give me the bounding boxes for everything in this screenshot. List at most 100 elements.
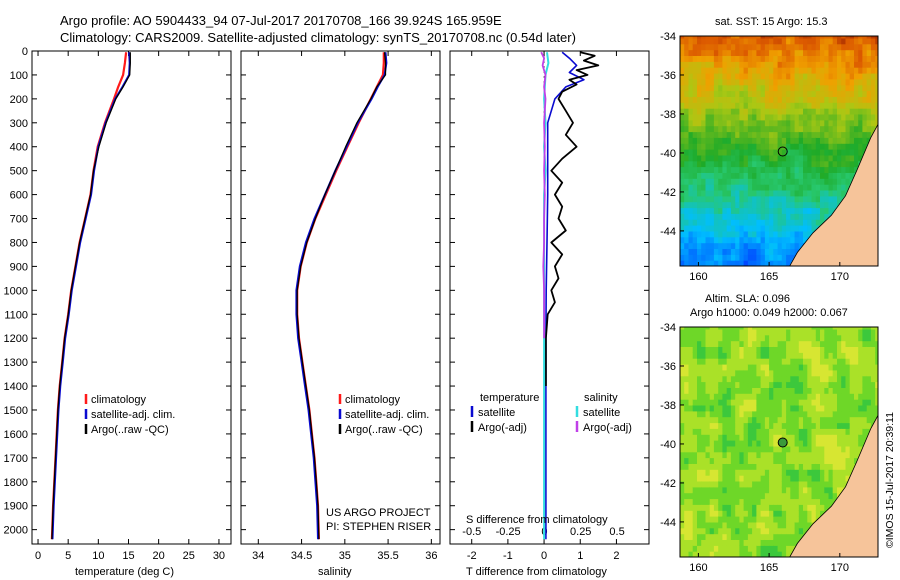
- map-cell: [794, 340, 800, 347]
- map-cell: [739, 190, 745, 197]
- map-cell: [752, 434, 757, 441]
- map-cell: [824, 143, 830, 150]
- map-cell: [747, 149, 753, 156]
- map-cell: [726, 43, 732, 51]
- map-cell: [764, 346, 770, 353]
- map-cell: [726, 475, 732, 482]
- map-cell: [820, 195, 825, 203]
- map-cell: [764, 225, 770, 232]
- map-cell: [705, 486, 711, 494]
- map-cell: [705, 539, 711, 546]
- map-cell: [786, 36, 791, 39]
- map-cell: [743, 260, 749, 266]
- map-cell: [781, 230, 787, 238]
- map-cell: [752, 399, 757, 406]
- map-cell: [692, 516, 698, 523]
- map-cell: [832, 352, 838, 359]
- map-cell: [718, 166, 723, 173]
- map-cell: [743, 78, 749, 86]
- map-cell: [790, 55, 796, 62]
- map-cell: [764, 230, 770, 238]
- map-cell: [773, 457, 779, 464]
- map-cell: [849, 67, 855, 74]
- map-cell: [832, 416, 838, 424]
- map-cell: [701, 67, 706, 74]
- map-cell: [684, 160, 689, 168]
- map-cell: [832, 481, 838, 488]
- map-cell: [786, 137, 791, 144]
- map-cell: [870, 375, 876, 383]
- map-cell: [701, 327, 706, 330]
- map-cell: [854, 137, 859, 144]
- map-cell: [739, 510, 745, 517]
- map-cell: [756, 469, 762, 476]
- map-cell: [701, 184, 706, 191]
- map-cell: [756, 481, 762, 488]
- map-cell: [824, 178, 830, 185]
- sla-map-axes: 160 165 170-34-36-38-40-42-44: [660, 322, 849, 574]
- map-cell: [692, 327, 698, 330]
- map-cell: [713, 67, 719, 74]
- map-cell: [705, 55, 711, 62]
- map-cell: [858, 393, 863, 400]
- map-cell: [692, 236, 698, 244]
- map-cell: [688, 36, 694, 39]
- map-cell: [726, 184, 732, 191]
- map-cell: [837, 172, 842, 179]
- map-cell: [735, 387, 740, 394]
- map-cell: [794, 78, 800, 86]
- map-cell: [680, 387, 685, 394]
- map-cell: [701, 381, 706, 388]
- map-cell: [786, 475, 791, 482]
- map-cell: [781, 219, 787, 226]
- map-cell: [718, 108, 723, 115]
- map-cell: [705, 236, 711, 244]
- map-cell: [756, 334, 762, 342]
- map-cell: [680, 190, 685, 197]
- map-cell: [756, 230, 762, 238]
- map-cell: [739, 445, 745, 453]
- map-cell: [866, 78, 872, 86]
- map-cell: [705, 358, 711, 365]
- map-cell: [820, 510, 825, 517]
- map-cell: [747, 225, 753, 232]
- map-cell: [752, 498, 757, 505]
- map-cell: [726, 119, 732, 127]
- map-cell: [790, 84, 796, 92]
- map-cell: [875, 102, 878, 109]
- map-cell: [841, 84, 846, 92]
- map-cell: [692, 49, 698, 56]
- map-cell: [760, 334, 766, 342]
- map-cell: [781, 149, 787, 156]
- map-cell: [705, 387, 711, 394]
- map-cell: [743, 143, 749, 150]
- map-cell: [781, 369, 787, 377]
- map-cell: [790, 428, 796, 435]
- map-cell: [722, 149, 728, 156]
- map-cell: [743, 328, 749, 336]
- map-cell: [828, 445, 834, 453]
- map-cell: [709, 143, 715, 150]
- map-cell: [798, 61, 804, 68]
- map-cell: [718, 43, 723, 51]
- map-cell: [743, 178, 749, 185]
- map-cell: [692, 475, 698, 482]
- map-cell: [713, 469, 719, 476]
- map-cell: [697, 219, 702, 226]
- map-cell: [786, 504, 791, 511]
- map-cell: [730, 102, 736, 109]
- map-cell: [739, 481, 745, 488]
- map-cell: [760, 125, 766, 133]
- map-cell: [752, 67, 757, 74]
- map-cell: [815, 463, 821, 470]
- x-tick-top-label: 0.5: [609, 526, 624, 538]
- map-cell: [769, 405, 774, 412]
- map-cell: [735, 434, 740, 441]
- map-cell: [743, 469, 749, 476]
- map-cell: [747, 410, 753, 418]
- map-cell: [713, 434, 719, 441]
- map-cell: [743, 225, 749, 232]
- map-cell: [709, 166, 715, 173]
- map-cell: [692, 445, 698, 453]
- map-cell: [798, 334, 804, 342]
